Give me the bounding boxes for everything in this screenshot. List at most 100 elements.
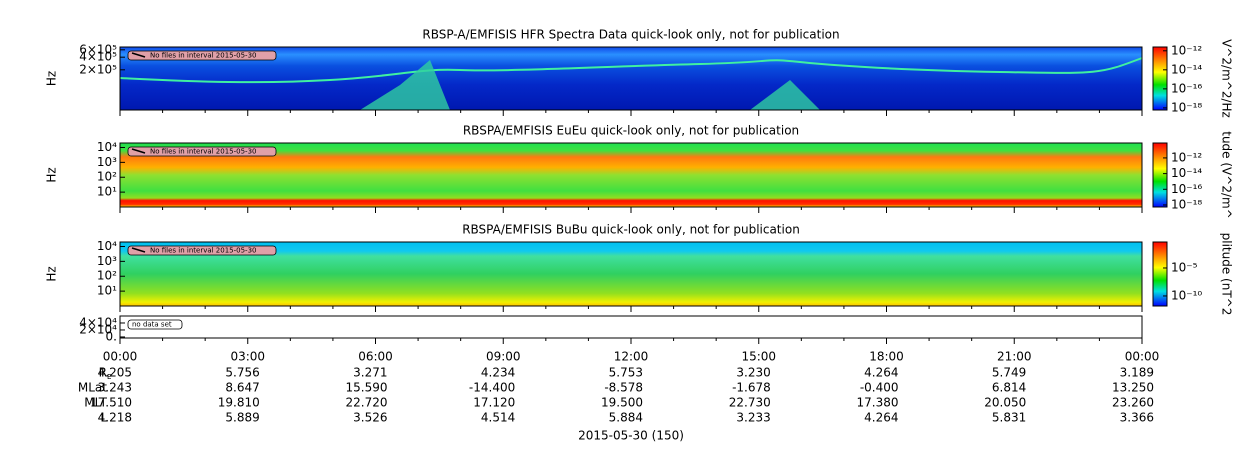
ephemeris-value: 3.233 (736, 411, 770, 425)
ephemeris-value: 5.753 (609, 366, 643, 380)
ephemeris-label: MLT (84, 396, 107, 410)
ephemeris-value: -1.678 (732, 381, 771, 395)
colorbar-tick-label: 10⁻⁵ (1171, 260, 1198, 274)
y-tick-label: 10¹ (97, 284, 117, 298)
ephemeris-value: 5.756 (225, 366, 259, 380)
x-tick-label: 09:00 (486, 350, 521, 364)
ephemeris-value: 13.250 (1112, 381, 1154, 395)
ephemeris-value: 4.205 (98, 366, 132, 380)
y-tick-label: 10² (97, 269, 117, 283)
ephemeris-value: 4.264 (864, 411, 898, 425)
ephemeris-value: 20.050 (984, 396, 1026, 410)
x-tick-label: 06:00 (358, 350, 393, 364)
ephemeris-value: 19.500 (601, 396, 643, 410)
y-axis-label: Hz (45, 71, 59, 86)
colorbar-label: tude (V^2/m^ (1220, 131, 1234, 219)
y-axis-label: Hz (45, 266, 59, 281)
note-icon (131, 52, 146, 58)
x-tick-label: 00:00 (1125, 350, 1160, 364)
colorbar-tick-label: 10⁻¹² (1171, 43, 1202, 57)
y-tick-label: 6×10⁵ (79, 42, 117, 56)
spectral-line (119, 57, 1143, 84)
x-tick-label: 03:00 (230, 350, 265, 364)
spectrogram (120, 143, 1142, 207)
colorbar-label: plitude (nT^2 (1220, 233, 1234, 316)
ephemeris-value: -0.400 (860, 381, 899, 395)
ephemeris-value: 3.526 (353, 411, 387, 425)
ephemeris-value: 3.230 (736, 366, 770, 380)
note: no data set (132, 321, 172, 329)
ephemeris-value: 3.189 (1120, 366, 1154, 380)
note: No files in interval 2015-05-30 (150, 148, 256, 156)
x-tick-label: 21:00 (997, 350, 1032, 364)
note: No files in interval 2015-05-30 (150, 52, 256, 60)
y-tick-label: 0. (106, 329, 117, 343)
ephemeris-value: 22.720 (346, 396, 388, 410)
ephemeris-value: 8.647 (225, 381, 259, 395)
y-tick-label: 2×10⁵ (79, 62, 117, 76)
panel-title: RBSPA/EMFISIS EuEu quick-look only, not … (463, 124, 799, 138)
ephemeris-value: 3.271 (353, 366, 387, 380)
spectrogram (120, 242, 1142, 306)
ephemeris-value: 19.810 (218, 396, 260, 410)
ephemeris-value: 4.218 (98, 411, 132, 425)
ephemeris-label: MLat (78, 381, 107, 395)
panel-title: RBSP-A/EMFISIS HFR Spectra Data quick-lo… (422, 28, 839, 42)
colorbar-tick-label: 10⁻¹⁴ (1171, 62, 1202, 76)
ephemeris-value: 5.749 (992, 366, 1026, 380)
x-tick-label: 00:00 (103, 350, 138, 364)
colorbar-tick-label: 10⁻¹⁰ (1171, 288, 1202, 302)
y-tick-label: 4×10⁴ (79, 315, 117, 329)
y-tick-label: 10¹ (97, 185, 117, 199)
x-tick-label: 12:00 (614, 350, 649, 364)
date-label: 2015-05-30 (150) (578, 429, 684, 443)
y-axis-label: Hz (45, 167, 59, 182)
ephemeris-value: -14.400 (469, 381, 515, 395)
ephemeris-value: 3.243 (98, 381, 132, 395)
note: No files in interval 2015-05-30 (150, 247, 256, 255)
ephemeris-value: 17.510 (90, 396, 132, 410)
ephemeris-value: 4.234 (481, 366, 515, 380)
ephemeris-value: 4.264 (864, 366, 898, 380)
ephemeris-label: R (99, 366, 107, 380)
colorbar-tick-label: 10⁻¹⁶ (1171, 81, 1202, 95)
y-tick-label: 10² (97, 170, 117, 184)
ephemeris-value: 17.120 (473, 396, 515, 410)
note-box (127, 146, 277, 157)
emission (360, 60, 820, 110)
colorbar-tick-label: 10⁻¹⁴ (1171, 166, 1202, 180)
ephemeris-value: 4.514 (481, 411, 515, 425)
x-tick-label: 15:00 (741, 350, 776, 364)
ephemeris-value: 3.366 (1120, 411, 1154, 425)
colorbar-tick-label: 10⁻¹⁸ (1171, 197, 1202, 211)
colorbar (1152, 241, 1168, 307)
y-tick-label: 10⁴ (97, 239, 117, 253)
colorbar-tick-label: 10⁻¹² (1171, 150, 1202, 164)
y-tick-label: 10⁴ (97, 140, 117, 154)
ephemeris-value: 17.380 (857, 396, 899, 410)
note-icon (131, 148, 146, 154)
note-box (127, 50, 277, 61)
note-icon (131, 247, 146, 253)
ephemeris-label-subscript: E (107, 373, 111, 381)
y-tick-label: 10³ (97, 155, 117, 169)
ephemeris-value: 5.831 (992, 411, 1026, 425)
y-tick-label: 2×10⁴ (79, 322, 117, 336)
ephemeris-value: 5.889 (225, 411, 259, 425)
ephemeris-value: 5.884 (609, 411, 643, 425)
x-tick-label: 18:00 (869, 350, 904, 364)
note-box (127, 245, 277, 256)
ephemeris-label: L (100, 411, 107, 425)
panel-title: RBSPA/EMFISIS BuBu quick-look only, not … (462, 223, 800, 237)
ephemeris-value: 15.590 (346, 381, 388, 395)
panel-frame (119, 315, 1143, 339)
y-tick-label: 10³ (97, 254, 117, 268)
colorbar-label: V^2/m^2/Hz (1220, 39, 1234, 118)
ephemeris-value: 22.730 (729, 396, 771, 410)
ephemeris-value: -8.578 (604, 381, 643, 395)
ephemeris-value: 23.260 (1112, 396, 1154, 410)
colorbar-tick-label: 10⁻¹⁸ (1171, 100, 1202, 114)
colorbar (1152, 46, 1168, 111)
spectrogram (120, 47, 1142, 110)
